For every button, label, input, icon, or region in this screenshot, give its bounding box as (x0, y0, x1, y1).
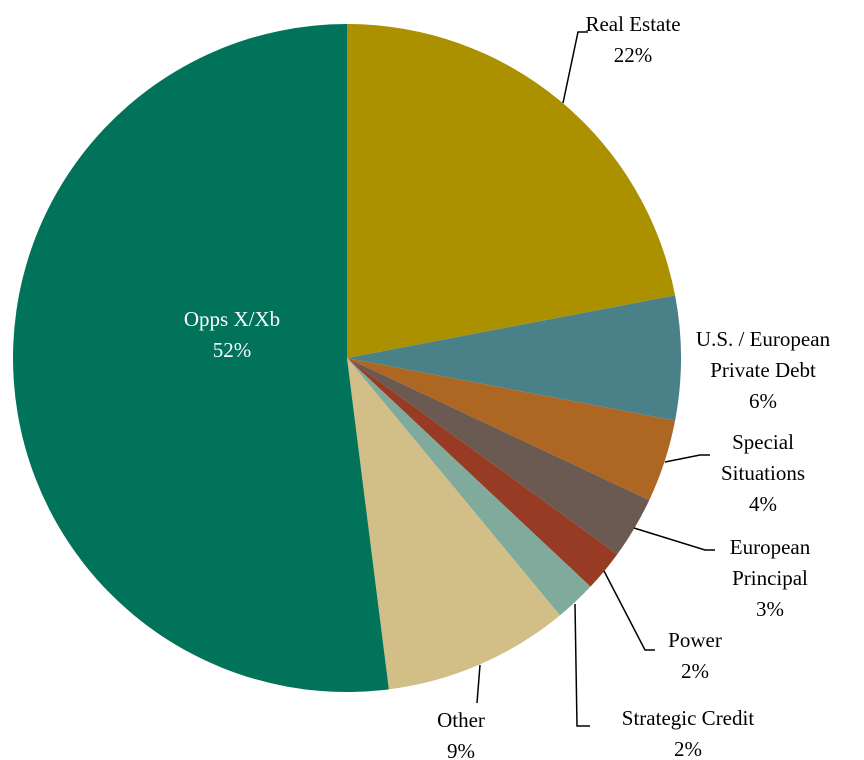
slice-label: Opps X/Xb 52% (132, 304, 332, 366)
slice-value: 2% (681, 659, 709, 683)
pie-slice (347, 24, 676, 358)
slice-name: Power (668, 628, 722, 652)
pie-slice (347, 295, 681, 421)
slice-name: U.S. / European Private Debt (695, 327, 831, 382)
slice-name: Strategic Credit (621, 706, 755, 730)
pie-slice (347, 358, 618, 587)
slice-name: Real Estate (585, 12, 681, 36)
slice-label: U.S. / European Private Debt 6% (678, 324, 848, 417)
pie-slice (13, 24, 389, 692)
pie-slice (347, 358, 650, 555)
leader-line (664, 454, 710, 463)
leader-line (633, 527, 715, 551)
leader-line (574, 603, 590, 727)
slice-label: Other 9% (411, 705, 511, 760)
slice-value: 52% (212, 338, 252, 362)
pie-slice (347, 358, 591, 616)
slice-label: Strategic Credit 2% (588, 703, 788, 760)
slice-label: European Principal 3% (705, 532, 835, 625)
slice-label: Real Estate 22% (558, 9, 708, 71)
slice-name: European Principal (729, 535, 811, 590)
slice-value: 9% (447, 739, 475, 760)
leader-line (562, 31, 588, 104)
slice-value: 2% (674, 737, 702, 760)
slice-name: Special Situations (720, 430, 805, 485)
slice-value: 22% (613, 43, 653, 67)
slice-value: 6% (749, 389, 777, 413)
slice-name: Opps X/Xb (183, 307, 281, 331)
pie-slice (347, 358, 676, 501)
slice-name: Other (437, 708, 485, 732)
slice-value: 3% (756, 597, 784, 621)
leader-line (476, 664, 481, 704)
slice-value: 4% (749, 492, 777, 516)
pie-slice (347, 358, 560, 690)
slice-label: Power 2% (645, 625, 745, 687)
slice-label: Special Situations 4% (698, 427, 828, 520)
leader-line (603, 570, 655, 651)
